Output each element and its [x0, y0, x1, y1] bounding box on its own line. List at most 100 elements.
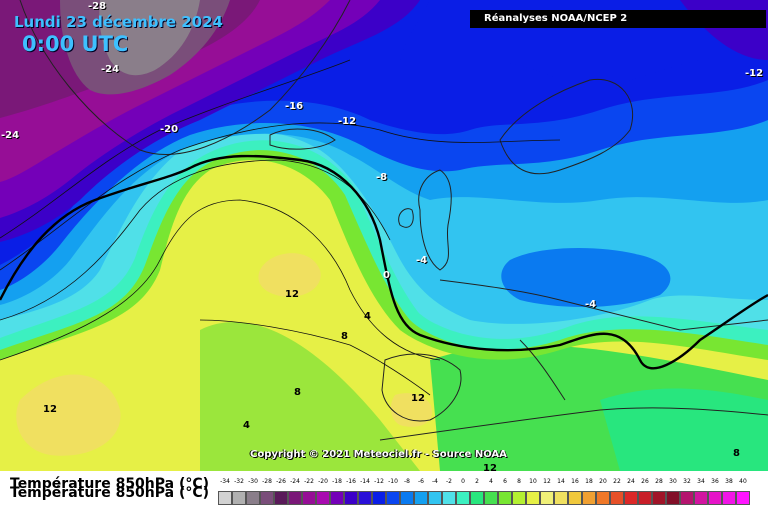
legend-tick-label: 4	[489, 478, 493, 485]
coastline-iceland	[269, 128, 336, 150]
coastline-iberia	[381, 353, 462, 422]
isotherm-plus-4	[0, 199, 441, 361]
legend-swatch	[736, 491, 750, 505]
contour-label: 8	[294, 387, 301, 398]
legend-swatch	[498, 491, 512, 505]
legend-swatch	[484, 491, 498, 505]
isotherm-zero-bold	[0, 154, 768, 370]
legend-tick-label: 12	[543, 478, 551, 485]
copyright-notice: Copyright © 2021 Meteociel.fr - Source N…	[250, 449, 507, 460]
legend-swatch	[568, 491, 582, 505]
legend-swatch	[260, 491, 274, 505]
legend-swatch	[470, 491, 484, 505]
legend-tick-label: -24	[290, 478, 300, 485]
isotherm-minus-20	[0, 59, 351, 239]
contour-label: -28	[88, 1, 107, 12]
legend-swatch	[428, 491, 442, 505]
isotherm-contours	[0, 59, 561, 396]
legend-swatch	[330, 491, 344, 505]
legend-tick-label: 18	[585, 478, 593, 485]
legend-swatch	[694, 491, 708, 505]
coastline-ireland	[398, 208, 414, 228]
legend-tick-label: 26	[641, 478, 649, 485]
coastline-north-africa	[379, 407, 768, 441]
legend-tick-label: 20	[599, 478, 607, 485]
legend-tick-label: -4	[432, 478, 438, 485]
legend-swatch	[624, 491, 638, 505]
map-zone-warm-sw	[16, 374, 121, 456]
legend-tick-label: -12	[374, 478, 384, 485]
legend-swatch	[596, 491, 610, 505]
legend-swatch	[666, 491, 680, 505]
legend-title: Température 850hPa (°C)	[10, 476, 210, 492]
legend-swatch	[554, 491, 568, 505]
legend-swatch	[232, 491, 246, 505]
legend-swatch	[512, 491, 526, 505]
legend-tick-label: -32	[234, 478, 244, 485]
isotherm-minus-12	[0, 122, 561, 271]
legend-tick-label: -6	[418, 478, 424, 485]
legend-swatch	[316, 491, 330, 505]
coastline-scandinavia	[499, 78, 634, 175]
legend-swatch	[652, 491, 666, 505]
legend-tick-label: 34	[697, 478, 705, 485]
legend-tick-label: -16	[346, 478, 356, 485]
legend-tick-label: 16	[571, 478, 579, 485]
coastline-greenland	[19, 0, 351, 155]
map-zone-green-sw	[200, 322, 420, 471]
legend-tick-label: -2	[446, 478, 452, 485]
legend-swatch	[386, 491, 400, 505]
legend-tick-label: 10	[529, 478, 537, 485]
legend-swatch	[638, 491, 652, 505]
map-zone-teal-se	[600, 388, 768, 471]
legend-swatch	[610, 491, 624, 505]
legend-tick-label: 14	[557, 478, 565, 485]
map-time: 0:00 UTC	[22, 32, 129, 56]
legend-swatch	[680, 491, 694, 505]
coastline-britain	[418, 169, 452, 271]
contour-label: 8	[341, 331, 348, 342]
legend-tick-label: 38	[725, 478, 733, 485]
legend-swatch	[344, 491, 358, 505]
source-banner: Réanalyses NOAA/NCEP 2	[470, 10, 766, 28]
contour-label: 12	[285, 289, 299, 300]
contour-label: -12	[338, 116, 357, 127]
legend-tick-label: 36	[711, 478, 719, 485]
contour-label: 4	[243, 420, 250, 431]
legend-tick-label: 40	[739, 478, 747, 485]
legend-tick-label: -18	[332, 478, 342, 485]
contour-label: 12	[483, 463, 497, 474]
contour-label: 0	[383, 270, 390, 281]
legend-swatch	[582, 491, 596, 505]
contour-label: 12	[411, 393, 425, 404]
map-zone-cold-pool-europe	[501, 248, 671, 307]
contour-label: -4	[416, 255, 428, 266]
legend-tick-label: -22	[304, 478, 314, 485]
legend-tick-label: 8	[517, 478, 521, 485]
legend-swatch	[722, 491, 736, 505]
coastline-europe-south	[439, 279, 768, 331]
legend-tick-label: -8	[404, 478, 410, 485]
legend-swatch	[372, 491, 386, 505]
contour-label: -20	[160, 124, 179, 135]
legend-tick-label: 22	[613, 478, 621, 485]
legend-title-shadow: Température 850hPa (°C)	[10, 485, 210, 501]
contour-label: -16	[285, 101, 304, 112]
legend-tick-label: 24	[627, 478, 635, 485]
legend-tick-label: 6	[503, 478, 507, 485]
legend-swatch	[274, 491, 288, 505]
contour-label: 4	[364, 311, 371, 322]
contour-label: -24	[101, 64, 120, 75]
map-date: Lundi 23 décembre 2024	[14, 13, 223, 31]
legend-tick-label: -28	[262, 478, 272, 485]
color-scale-legend: -34 -32 -30 -28 -26 -24 -22 -20 -18 -16 -14 -12 -10-…	[218, 478, 750, 506]
legend-swatch	[442, 491, 456, 505]
legend-tick-label: 2	[475, 478, 479, 485]
map-zone-warm-iberia	[390, 393, 433, 427]
contour-label: -8	[376, 172, 388, 183]
legend-swatch	[526, 491, 540, 505]
legend-tick-label: -34	[220, 478, 230, 485]
legend-tick-label: -30	[248, 478, 258, 485]
legend-tick-label: 28	[655, 478, 663, 485]
